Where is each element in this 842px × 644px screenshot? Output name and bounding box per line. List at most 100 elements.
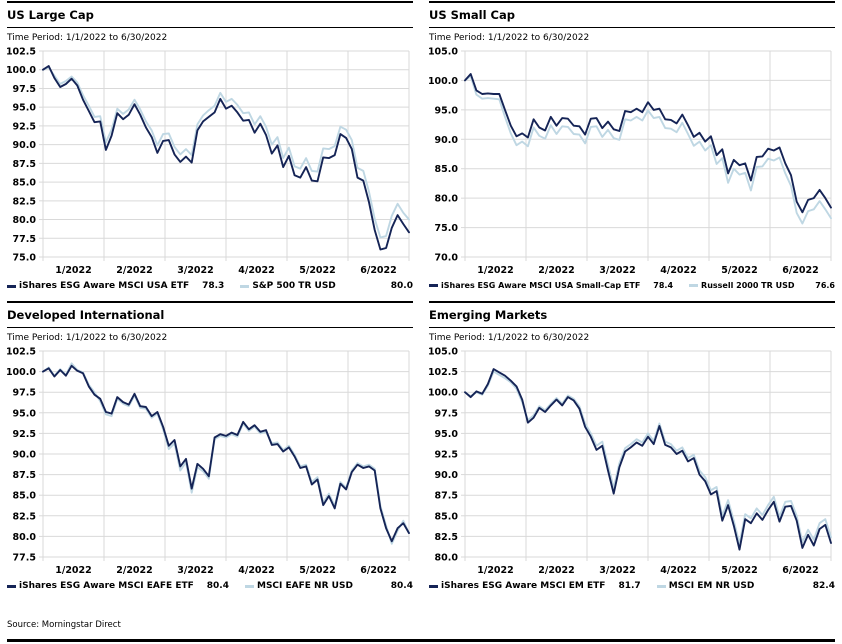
esg-series-marker-icon	[7, 584, 16, 588]
svg-text:90.0: 90.0	[435, 470, 459, 481]
svg-text:1/2022: 1/2022	[477, 265, 514, 276]
svg-text:5/2022: 5/2022	[721, 565, 758, 576]
svg-text:77.5: 77.5	[13, 553, 36, 564]
panel-developed-international: Developed International Time Period: 1/1…	[7, 301, 413, 597]
chart-legend: iShares ESG Aware MSCI USA Small-Cap ETF…	[429, 281, 835, 290]
svg-text:85.0: 85.0	[435, 164, 459, 175]
legend-series-value: 80.0	[390, 281, 413, 291]
svg-text:6/2022: 6/2022	[360, 265, 397, 276]
svg-text:3/2022: 3/2022	[177, 565, 214, 576]
svg-text:3/2022: 3/2022	[599, 565, 636, 576]
svg-text:70.0: 70.0	[435, 253, 459, 264]
benchmark-series-marker-icon	[244, 584, 254, 588]
chart-legend: iShares ESG Aware MSCI EAFE ETF 80.4 MSC…	[7, 581, 413, 591]
svg-text:95.0: 95.0	[435, 429, 459, 440]
legend-series-value: 78.3	[202, 281, 225, 291]
svg-text:82.5: 82.5	[13, 511, 36, 522]
time-period-label: Time Period: 1/1/2022 to 6/30/2022	[429, 33, 590, 43]
benchmark-series-marker-icon	[656, 584, 666, 588]
chart-legend: iShares ESG Aware MSCI USA ETF 78.3 S&P …	[7, 281, 413, 291]
svg-text:90.0: 90.0	[435, 135, 459, 146]
line-chart: 102.5 100.0 97.5 95.0 92.5 90.0 87.5 85.0 82.5 80…	[7, 347, 410, 576]
svg-text:105.0: 105.0	[429, 47, 458, 58]
esg-series-marker-icon	[429, 584, 438, 588]
svg-text:90.0: 90.0	[13, 140, 37, 151]
svg-text:97.5: 97.5	[435, 408, 458, 419]
svg-text:87.5: 87.5	[435, 491, 458, 502]
svg-text:80.0: 80.0	[13, 532, 37, 543]
svg-text:105.0: 105.0	[429, 347, 458, 358]
line-chart: 102.5 100.0 97.5 95.0 92.5 90.0 87.5 85.0 82.5 80…	[7, 47, 410, 276]
chart-title: US Large Cap	[7, 3, 413, 28]
svg-text:92.5: 92.5	[13, 121, 36, 132]
svg-text:3/2022: 3/2022	[599, 265, 636, 276]
svg-text:6/2022: 6/2022	[360, 565, 397, 576]
legend-series-value: 76.6	[815, 281, 835, 290]
svg-text:85.0: 85.0	[13, 491, 37, 502]
svg-text:90.0: 90.0	[13, 450, 37, 461]
panel-emerging-markets: Emerging Markets Time Period: 1/1/2022 t…	[429, 301, 835, 597]
panel-us-small-cap: US Small Cap Time Period: 1/1/2022 to 6/…	[429, 1, 835, 297]
svg-text:95.0: 95.0	[13, 408, 37, 419]
svg-text:102.5: 102.5	[7, 47, 36, 58]
svg-text:97.5: 97.5	[13, 84, 36, 95]
report-page: US Large Cap Time Period: 1/1/2022 to 6/…	[7, 1, 835, 642]
benchmark-series-marker-icon	[689, 284, 699, 287]
legend-series-name: MSCI EAFE NR USD	[256, 581, 353, 591]
source-label: Source: Morningstar Direct	[7, 620, 121, 630]
svg-text:82.5: 82.5	[435, 532, 458, 543]
chart-legend: iShares ESG Aware MSCI EM ETF 81.7 MSCI …	[429, 581, 835, 591]
charts-grid: US Large Cap Time Period: 1/1/2022 to 6/…	[7, 1, 835, 597]
legend-series-name: MSCI EM NR USD	[668, 581, 755, 591]
svg-text:4/2022: 4/2022	[238, 565, 275, 576]
svg-text:82.5: 82.5	[13, 196, 36, 207]
svg-text:6/2022: 6/2022	[782, 565, 819, 576]
svg-text:5/2022: 5/2022	[299, 265, 336, 276]
svg-text:95.0: 95.0	[13, 103, 37, 114]
svg-text:4/2022: 4/2022	[238, 265, 275, 276]
svg-text:85.0: 85.0	[435, 511, 459, 522]
time-period-label: Time Period: 1/1/2022 to 6/30/2022	[429, 333, 590, 343]
svg-text:4/2022: 4/2022	[660, 265, 697, 276]
svg-text:5/2022: 5/2022	[299, 565, 336, 576]
svg-text:2/2022: 2/2022	[116, 265, 153, 276]
svg-text:80.0: 80.0	[435, 553, 459, 564]
time-period-label: Time Period: 1/1/2022 to 6/30/2022	[7, 33, 168, 43]
svg-text:97.5: 97.5	[13, 388, 36, 399]
svg-text:4/2022: 4/2022	[660, 565, 697, 576]
svg-text:2/2022: 2/2022	[538, 265, 575, 276]
svg-text:5/2022: 5/2022	[721, 265, 758, 276]
svg-text:2/2022: 2/2022	[116, 565, 153, 576]
line-chart: 105.0 102.5 100.0 97.5 95.0 92.5 90.0 87.5 85.0 8…	[429, 347, 832, 576]
svg-text:100.0: 100.0	[429, 388, 458, 399]
svg-text:3/2022: 3/2022	[177, 265, 214, 276]
legend-series-name: iShares ESG Aware MSCI EAFE ETF	[19, 581, 194, 591]
svg-text:92.5: 92.5	[13, 429, 36, 440]
legend-series-name: Russell 2000 TR USD	[701, 281, 795, 290]
svg-text:87.5: 87.5	[13, 470, 36, 481]
legend-series-name: iShares ESG Aware MSCI USA ETF	[19, 281, 190, 291]
svg-text:2/2022: 2/2022	[538, 565, 575, 576]
esg-series-marker-icon	[429, 284, 438, 287]
chart-title: US Small Cap	[429, 3, 835, 28]
time-period-label: Time Period: 1/1/2022 to 6/30/2022	[7, 333, 168, 343]
svg-text:75.0: 75.0	[435, 223, 459, 234]
svg-text:80.0: 80.0	[13, 215, 37, 226]
legend-series-value: 78.4	[653, 281, 674, 290]
chart-title: Developed International	[7, 303, 413, 328]
svg-text:75.0: 75.0	[13, 253, 37, 264]
svg-text:85.0: 85.0	[13, 178, 37, 189]
svg-text:102.5: 102.5	[429, 367, 458, 378]
svg-text:1/2022: 1/2022	[477, 565, 514, 576]
legend-series-value: 80.4	[206, 581, 229, 591]
svg-text:100.0: 100.0	[7, 65, 36, 76]
legend-series-value: 81.7	[618, 581, 641, 591]
svg-text:6/2022: 6/2022	[782, 265, 819, 276]
legend-series-name: iShares ESG Aware MSCI USA Small-Cap ETF	[441, 281, 641, 290]
panel-us-large-cap: US Large Cap Time Period: 1/1/2022 to 6/…	[7, 1, 413, 297]
legend-series-value: 82.4	[812, 581, 835, 591]
svg-text:1/2022: 1/2022	[55, 565, 92, 576]
chart-title: Emerging Markets	[429, 303, 835, 328]
line-chart: 105.0 100.0 95.0 90.0 85.0 80.0 75.0 70.0 1/2022…	[429, 47, 832, 276]
benchmark-series-marker-icon	[240, 284, 250, 288]
